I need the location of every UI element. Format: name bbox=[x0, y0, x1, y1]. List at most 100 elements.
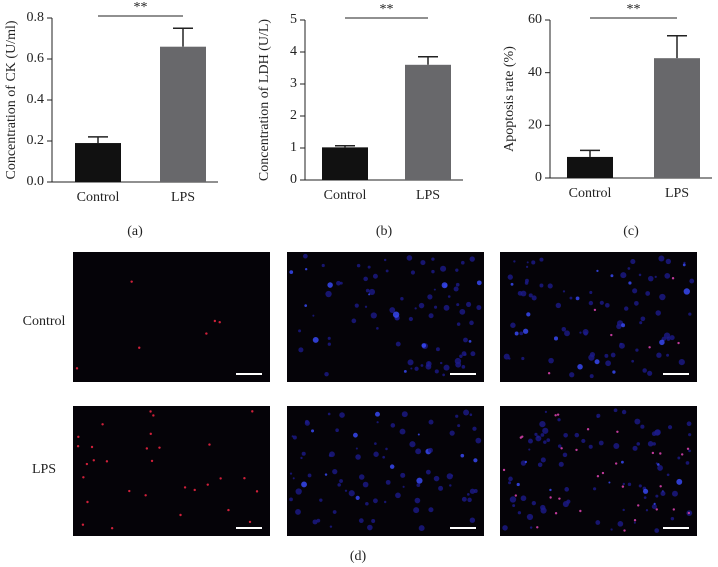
nucleus bbox=[640, 424, 645, 429]
row-label: Control bbox=[23, 314, 66, 329]
nucleus bbox=[670, 516, 675, 521]
nucleus bbox=[461, 496, 467, 502]
nucleus bbox=[502, 525, 508, 531]
nucleus bbox=[339, 412, 345, 418]
y-tick-label: 0.6 bbox=[27, 51, 45, 66]
nucleus bbox=[620, 460, 624, 464]
stain bbox=[554, 512, 558, 515]
nucleus bbox=[454, 357, 462, 365]
nucleus bbox=[622, 482, 625, 486]
stain bbox=[502, 468, 506, 472]
nucleus bbox=[547, 283, 553, 289]
y-axis-label: Apoptosis rate (%) bbox=[502, 46, 517, 152]
stain bbox=[651, 451, 655, 455]
nucleus bbox=[367, 524, 373, 531]
bar bbox=[405, 64, 451, 180]
nucleus bbox=[664, 273, 671, 279]
nucleus bbox=[339, 479, 343, 483]
nucleus bbox=[526, 513, 534, 521]
x-tick-label: LPS bbox=[171, 190, 195, 205]
y-axis-label: Concentration of CK (U/ml) bbox=[4, 20, 19, 179]
nucleus bbox=[438, 485, 444, 491]
nucleus bbox=[524, 281, 529, 285]
nucleus bbox=[531, 295, 537, 301]
nucleus bbox=[636, 442, 641, 446]
nucleus bbox=[332, 469, 338, 475]
stain bbox=[593, 308, 597, 312]
nucleus bbox=[312, 519, 318, 525]
stain bbox=[633, 518, 637, 522]
nucleus bbox=[420, 260, 426, 266]
nucleus bbox=[461, 364, 466, 369]
nucleus bbox=[351, 318, 357, 324]
nucleus bbox=[642, 488, 649, 494]
nucleus bbox=[528, 293, 533, 298]
nucleus bbox=[643, 496, 647, 500]
stain bbox=[677, 341, 680, 345]
nucleus bbox=[295, 488, 302, 495]
nucleus bbox=[467, 493, 470, 496]
x-tick-label: LPS bbox=[416, 188, 440, 203]
nucleus bbox=[593, 487, 597, 491]
nucleus bbox=[354, 303, 359, 308]
nucleus bbox=[385, 447, 388, 451]
nucleus bbox=[539, 283, 544, 288]
nucleus bbox=[667, 425, 673, 430]
nucleus bbox=[627, 482, 632, 487]
nucleus bbox=[596, 415, 599, 418]
nucleus bbox=[512, 504, 516, 508]
nucleus bbox=[624, 306, 629, 311]
nucleus bbox=[540, 433, 545, 437]
nucleus bbox=[416, 477, 423, 484]
stain bbox=[183, 486, 187, 489]
nucleus bbox=[654, 429, 661, 436]
nucleus bbox=[418, 525, 425, 532]
bar bbox=[75, 143, 121, 182]
micrograph bbox=[73, 406, 270, 536]
stain bbox=[251, 410, 254, 413]
stain bbox=[145, 447, 149, 450]
y-tick-label: 3 bbox=[290, 76, 297, 91]
nucleus bbox=[311, 429, 315, 433]
nucleus bbox=[544, 410, 548, 414]
nucleus bbox=[688, 312, 692, 316]
nucleus bbox=[428, 507, 434, 513]
nucleus bbox=[519, 331, 524, 336]
nucleus bbox=[447, 295, 451, 298]
nucleus bbox=[440, 265, 447, 272]
nucleus bbox=[589, 374, 594, 379]
nucleus bbox=[542, 427, 549, 434]
nucleus bbox=[589, 290, 593, 295]
nucleus bbox=[373, 451, 379, 457]
nucleus bbox=[324, 371, 329, 377]
nucleus bbox=[569, 372, 575, 378]
nucleus bbox=[301, 451, 306, 456]
nucleus bbox=[416, 483, 421, 488]
nucleus bbox=[476, 305, 482, 311]
nucleus bbox=[431, 257, 435, 261]
stain bbox=[680, 453, 684, 456]
nucleus bbox=[455, 282, 460, 287]
nucleus bbox=[427, 447, 433, 453]
nucleus bbox=[521, 356, 525, 361]
nucleus bbox=[376, 327, 379, 330]
stain bbox=[219, 477, 222, 480]
nucleus bbox=[463, 337, 468, 343]
nucleus bbox=[540, 457, 546, 463]
stain bbox=[248, 520, 252, 524]
nucleus bbox=[632, 445, 638, 451]
nucleus bbox=[355, 495, 360, 500]
stain bbox=[648, 346, 651, 349]
nucleus bbox=[344, 489, 348, 492]
nucleus bbox=[598, 440, 604, 446]
nucleus bbox=[467, 497, 472, 503]
nucleus bbox=[608, 481, 611, 484]
nucleus bbox=[520, 495, 527, 502]
nucleus bbox=[292, 477, 295, 480]
nucleus bbox=[613, 408, 618, 413]
nucleus bbox=[539, 420, 546, 428]
nucleus bbox=[355, 454, 361, 460]
nucleus bbox=[508, 476, 513, 482]
nucleus bbox=[655, 462, 658, 465]
nucleus bbox=[395, 341, 401, 347]
